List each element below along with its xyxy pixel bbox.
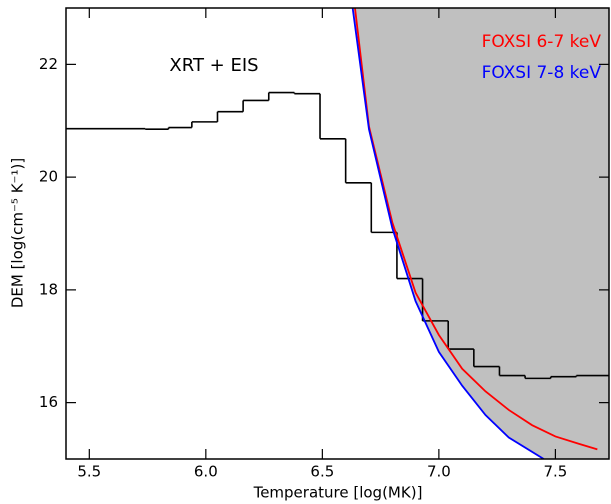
axes-frame	[65, 7, 610, 460]
legend-entry: FOXSI 7-8 keV	[482, 63, 602, 83]
y-tick-label: 22	[39, 55, 58, 73]
y-axis-label: DEM [log(cm⁻⁵ K⁻¹)]	[9, 158, 27, 308]
legend-entry: FOXSI 6-7 keV	[482, 32, 602, 52]
plot-area	[66, 8, 609, 459]
y-tick-label: 16	[39, 393, 58, 411]
series-line	[351, 8, 545, 459]
x-tick-label: 6.0	[194, 463, 218, 481]
y-tick-label: 18	[39, 280, 58, 298]
x-tick-label: 5.5	[77, 463, 101, 481]
shaded-region-fill	[543, 8, 609, 459]
x-tick-label: 7.5	[543, 463, 567, 481]
x-axis-label: Temperature [log(MK)]	[253, 484, 423, 502]
x-tick-label: 7.0	[427, 463, 451, 481]
x-tick-label: 6.5	[310, 463, 334, 481]
series-line	[354, 8, 598, 451]
y-tick-label: 20	[39, 168, 58, 186]
annotation: XRT + EIS	[169, 55, 258, 76]
